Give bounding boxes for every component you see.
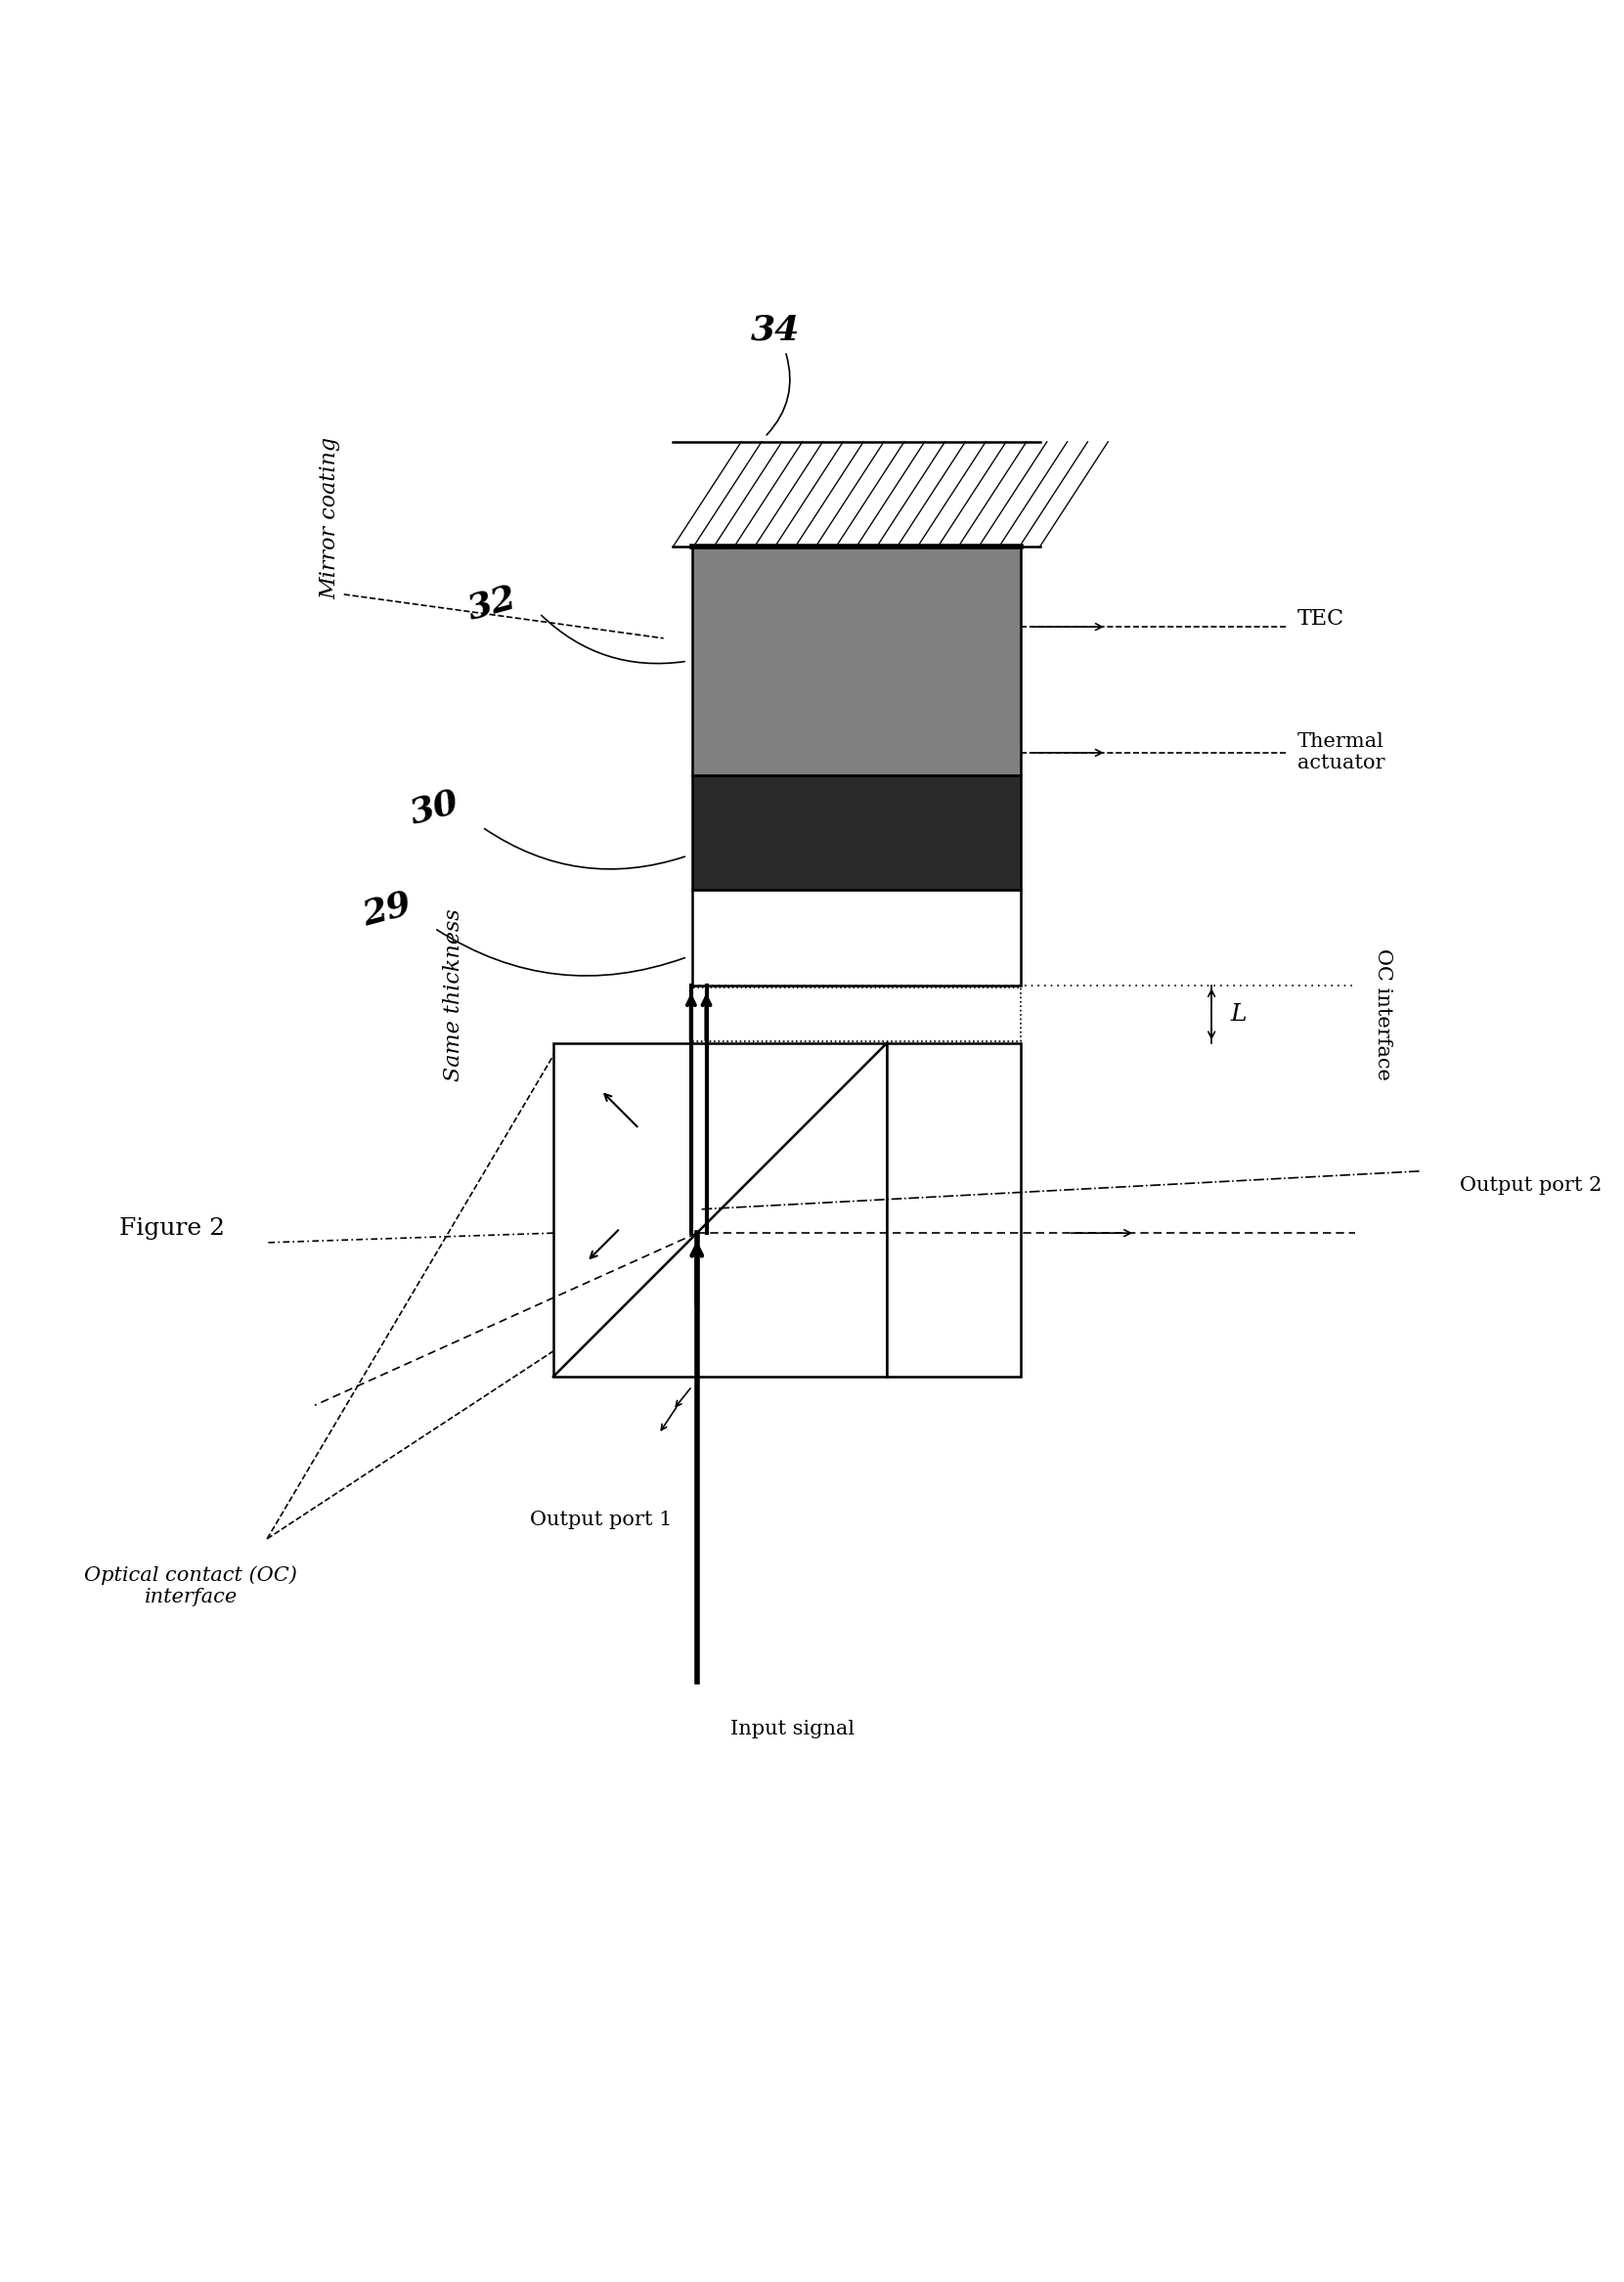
Text: TEC: TEC [1298,609,1345,630]
Text: Output port 1: Output port 1 [531,1511,672,1529]
Text: L: L [1231,1002,1247,1025]
Text: 29: 29 [359,888,414,931]
Text: 34: 34 [752,313,801,347]
Text: Mirror coating: Mirror coating [318,436,341,600]
Text: Input signal: Input signal [731,1721,854,1739]
Text: Figure 2: Figure 2 [119,1219,224,1239]
Text: Optical contact (OC)
interface: Optical contact (OC) interface [84,1565,297,1607]
Text: Output port 2: Output port 2 [1460,1175,1601,1196]
Bar [692,776,1021,890]
Bar [692,890,1021,986]
Bar [692,776,1021,890]
Text: Thermal
actuator: Thermal actuator [1298,733,1385,774]
Bar [887,1043,1021,1376]
Text: Same thickness: Same thickness [443,908,464,1082]
Text: 30: 30 [406,785,463,831]
Text: 32: 32 [464,582,520,625]
Bar [692,988,1021,1041]
Bar [692,548,1021,776]
Text: OC interface: OC interface [1374,949,1392,1079]
Bar [692,548,1021,776]
Bar [554,1043,887,1376]
